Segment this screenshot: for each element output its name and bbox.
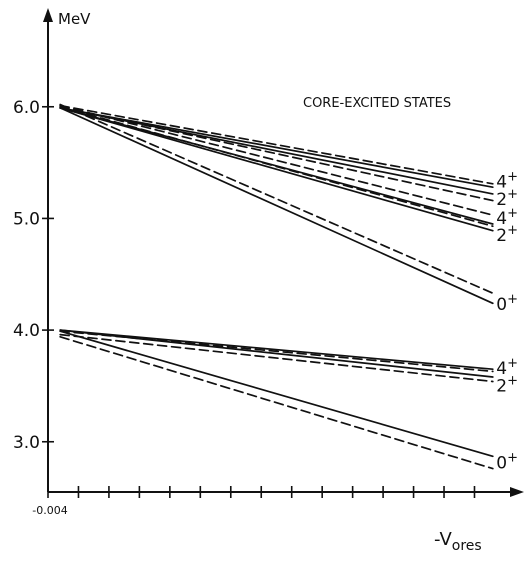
state-label: 4+ [496,206,518,229]
state-label: 0+ [496,292,518,315]
state-labels: 4+2+4+2+0+4+2+0+ [496,169,518,473]
series-line-core-excited-dashed [59,104,494,216]
state-label: 0+ [496,451,518,474]
x-ticks [47,486,476,498]
series-line-core-excited-solid [59,107,494,189]
axes: 3.0 4.0 5.0 6.0 [13,8,524,498]
series-line-core-excited-solid [59,107,494,195]
state-label: 2+ [496,374,518,397]
x-axis-title: -Vores [434,529,482,554]
y-axis-title: MeV [58,10,91,28]
series-line-core-excited-dashed [59,105,494,228]
y-tick-label: 6.0 [13,98,40,118]
state-label: 2+ [496,187,518,210]
series-line-core-excited-solid [59,107,494,305]
series-line-core-excited-dashed [59,104,494,185]
y-axis-arrow [43,8,53,22]
series-line-low-lying-dashed [59,335,494,470]
series-line-core-excited-dashed [59,105,494,202]
y-tick-label: 4.0 [13,321,40,341]
y-ticks: 3.0 4.0 5.0 6.0 [13,98,54,453]
state-label: 4+ [496,356,518,379]
chart-annotation: CORE-EXCITED STATES [303,96,451,111]
series-line-low-lying-dashed [59,333,494,383]
series-line-core-excited-solid [59,107,494,232]
series-line-low-lying-solid [59,330,494,458]
x-axis-title-subscript: ores [452,538,482,554]
series-line-low-lying-solid [59,329,494,371]
series-line-core-excited-dashed [59,103,494,295]
state-label: 4+ [496,169,518,192]
x-axis-title-main: -V [434,529,452,550]
state-label: 2+ [496,223,518,246]
series-line-low-lying-solid [59,329,494,378]
x-tick-label: -0.004 [32,504,67,517]
y-tick-label: 5.0 [13,209,40,229]
series-lines [59,103,494,470]
y-tick-label: 3.0 [13,433,40,453]
x-axis-arrow [510,487,524,497]
